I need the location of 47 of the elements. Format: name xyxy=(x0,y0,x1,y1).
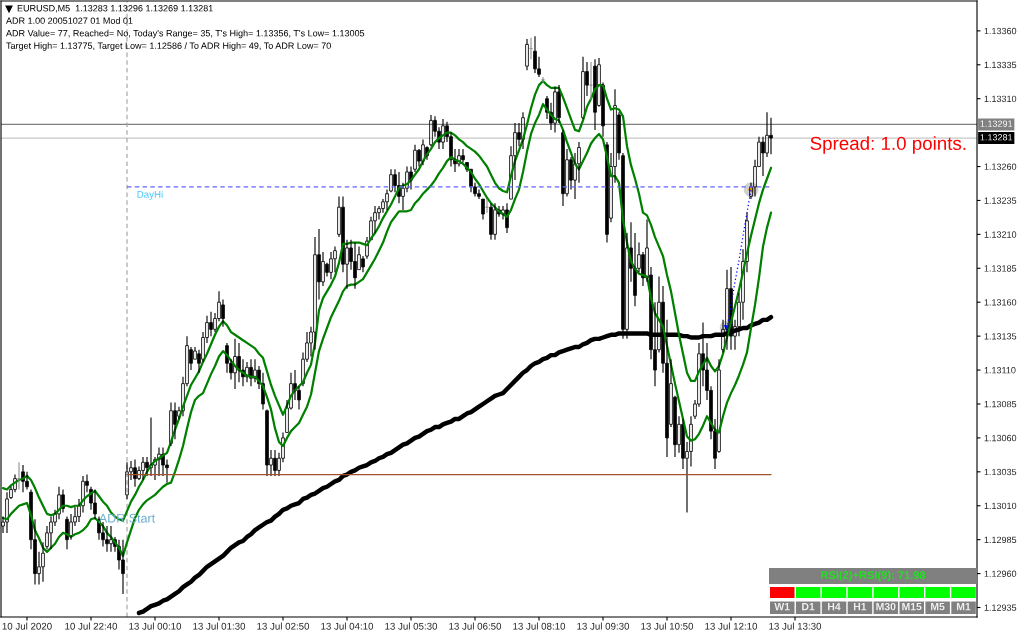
x-tick-label: 10 Jul 2020 xyxy=(2,622,52,630)
y-tick-label: 1.13210 xyxy=(984,231,1017,238)
annotation: M15 xyxy=(902,603,922,611)
annotation: W1 xyxy=(774,603,790,611)
x-tick-label: 13 Jul 12:10 xyxy=(705,622,758,630)
y-tick-label: 1.12960 xyxy=(984,570,1017,577)
x-tick-label: 13 Jul 08:10 xyxy=(513,622,566,630)
ref-line-label: 1.13281 xyxy=(980,134,1013,141)
annotation: M30 xyxy=(876,602,896,611)
y-tick-label: 1.13135 xyxy=(984,333,1017,340)
y-tick-label: 1.13060 xyxy=(984,434,1017,442)
annotation: ADR 1.00 20051027 01 Mod 01 xyxy=(6,17,133,24)
y-tick-label: 1.13035 xyxy=(984,468,1017,476)
annotation: D1 xyxy=(802,603,815,611)
x-tick-label: 13 Jul 01:30 xyxy=(193,622,246,630)
y-tick-label: 1.13260 xyxy=(984,163,1017,170)
y-tick-label: 1.13335 xyxy=(984,61,1017,69)
y-tick-label: 1.13085 xyxy=(984,400,1017,408)
y-tick-label: 1.12935 xyxy=(984,604,1017,611)
x-tick-label: 13 Jul 13:30 xyxy=(769,622,822,630)
annotation: RSI(2)+RSI(9): 71.98 xyxy=(821,570,926,582)
chart-title: EURUSD,M5 1.13283 1.13296 1.13269 1.13281 xyxy=(17,5,213,13)
x-tick-label: 13 Jul 04:10 xyxy=(321,622,374,630)
y-tick-label: 1.12985 xyxy=(984,536,1017,544)
x-tick-label: 13 Jul 10:50 xyxy=(641,622,694,630)
annotation: Target High= 1.13775, Target Low= 1.12586 / To ADR High= 49, To ADR Low= 70 xyxy=(6,42,331,51)
ref-line-label: 1.13291 xyxy=(980,120,1013,127)
x-tick-label: 13 Jul 05:30 xyxy=(385,622,438,630)
annotation: ADR Value= 77, Reached= No, Today's Range= 35, T's High= 1.13356, T's Low= 1.13005 xyxy=(6,29,365,39)
y-tick-label: 1.13110 xyxy=(984,367,1016,374)
x-tick-label: 13 Jul 09:30 xyxy=(577,622,630,630)
annotation: M1 xyxy=(956,603,971,611)
annotation: H1 xyxy=(853,603,867,611)
y-tick-label: 1.13160 xyxy=(984,299,1017,306)
x-tick-label: 13 Jul 02:50 xyxy=(257,622,310,630)
annotation: M5 xyxy=(931,603,945,611)
x-tick-label: 13 Jul 06:50 xyxy=(449,622,502,630)
y-tick-label: 1.13010 xyxy=(984,502,1017,510)
x-tick-label: 10 Jul 22:40 xyxy=(65,622,118,630)
y-tick-label: 1.13235 xyxy=(984,197,1017,204)
y-tick-label: 1.13185 xyxy=(984,265,1017,272)
annotation: H4 xyxy=(828,603,841,611)
series-label: DayHi xyxy=(137,190,163,200)
annotation: Spread: 1.0 points. xyxy=(810,136,966,154)
y-tick-label: 1.13360 xyxy=(984,27,1017,35)
x-tick-label: 13 Jul 00:10 xyxy=(129,622,182,630)
y-tick-label: 1.13310 xyxy=(984,95,1017,103)
